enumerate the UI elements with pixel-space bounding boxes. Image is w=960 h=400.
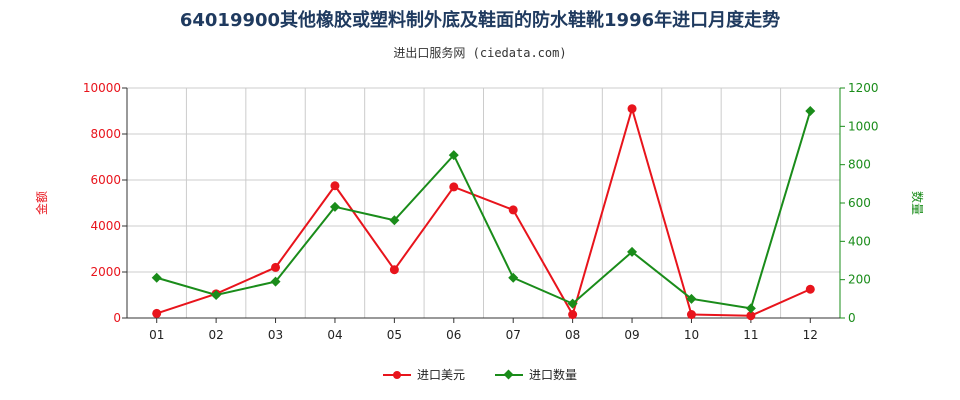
x-tick-label: 03 bbox=[268, 328, 283, 342]
x-tick-label: 01 bbox=[149, 328, 164, 342]
data-point-series2 bbox=[567, 298, 578, 309]
y-right-tick-label: 600 bbox=[848, 196, 871, 210]
data-point-series2 bbox=[329, 201, 340, 212]
series-line-1 bbox=[156, 105, 811, 318]
x-tick-label: 07 bbox=[506, 328, 521, 342]
x-tick-label: 04 bbox=[327, 328, 342, 342]
data-point-series1 bbox=[152, 308, 162, 318]
data-point-series1 bbox=[568, 310, 578, 320]
data-point-series2 bbox=[686, 293, 697, 304]
y-left-tick-label: 10000 bbox=[83, 81, 121, 95]
y-right-tick-label: 0 bbox=[848, 311, 856, 325]
legend-label-series1: 进口美元 bbox=[416, 368, 465, 382]
y-right-tick-label: 800 bbox=[848, 158, 871, 172]
data-point-series2 bbox=[389, 215, 400, 226]
y-left-tick-label: 8000 bbox=[90, 127, 121, 141]
y-left-tick-label: 2000 bbox=[90, 265, 121, 279]
data-point-series1 bbox=[627, 104, 637, 114]
x-tick-label: 02 bbox=[208, 328, 223, 342]
x-tick-label: 09 bbox=[624, 328, 639, 342]
data-point-series1 bbox=[330, 181, 340, 191]
y-right-tick-label: 200 bbox=[848, 273, 871, 287]
y-left-tick-label: 4000 bbox=[90, 219, 121, 233]
series-line-2 bbox=[156, 110, 812, 310]
data-point-series2 bbox=[151, 272, 162, 283]
x-tick-label: 06 bbox=[446, 328, 461, 342]
x-tick-label: 11 bbox=[743, 328, 758, 342]
y-left-axis-label: 金额 bbox=[34, 191, 49, 215]
chart-title: 64019900其他橡胶或塑料制外底及鞋面的防水鞋靴1996年进口月度走势 bbox=[179, 10, 781, 31]
y-right-axis-label: 数量 bbox=[910, 191, 925, 215]
data-point-series1 bbox=[746, 311, 756, 321]
chart-subtitle: 进出口服务网 (ciedata.com) bbox=[393, 46, 567, 60]
data-point-series1 bbox=[271, 262, 281, 272]
y-left-tick-label: 6000 bbox=[90, 173, 121, 187]
y-right-tick-label: 1200 bbox=[848, 81, 879, 95]
legend-item-series1[interactable]: 进口美元 bbox=[382, 366, 465, 383]
data-point-series1 bbox=[389, 265, 399, 275]
legend-swatch-series2 bbox=[495, 369, 523, 381]
legend-swatch-series1 bbox=[382, 369, 411, 381]
data-point-series1 bbox=[508, 205, 518, 215]
x-tick-label: 12 bbox=[803, 328, 818, 342]
data-point-series2 bbox=[448, 150, 459, 161]
chart-legend: 进口美元 进口数量 bbox=[0, 366, 960, 383]
data-point-series2 bbox=[270, 276, 281, 287]
data-point-series2 bbox=[627, 246, 638, 257]
y-right-tick-label: 1000 bbox=[848, 119, 879, 133]
legend-label-series2: 进口数量 bbox=[529, 368, 578, 382]
x-tick-label: 10 bbox=[684, 328, 699, 342]
data-point-series1 bbox=[686, 310, 696, 320]
data-point-series2 bbox=[805, 106, 816, 116]
x-tick-label: 05 bbox=[387, 328, 402, 342]
data-point-series2 bbox=[211, 290, 222, 300]
data-point-series1 bbox=[805, 284, 815, 294]
x-tick-label: 08 bbox=[565, 328, 580, 342]
legend-item-series2[interactable]: 进口数量 bbox=[495, 366, 577, 383]
y-right-tick-label: 400 bbox=[848, 234, 871, 248]
data-point-series1 bbox=[449, 182, 459, 192]
y-left-tick-label: 0 bbox=[113, 311, 121, 325]
data-point-series2 bbox=[508, 272, 519, 283]
data-point-series2 bbox=[745, 303, 756, 314]
